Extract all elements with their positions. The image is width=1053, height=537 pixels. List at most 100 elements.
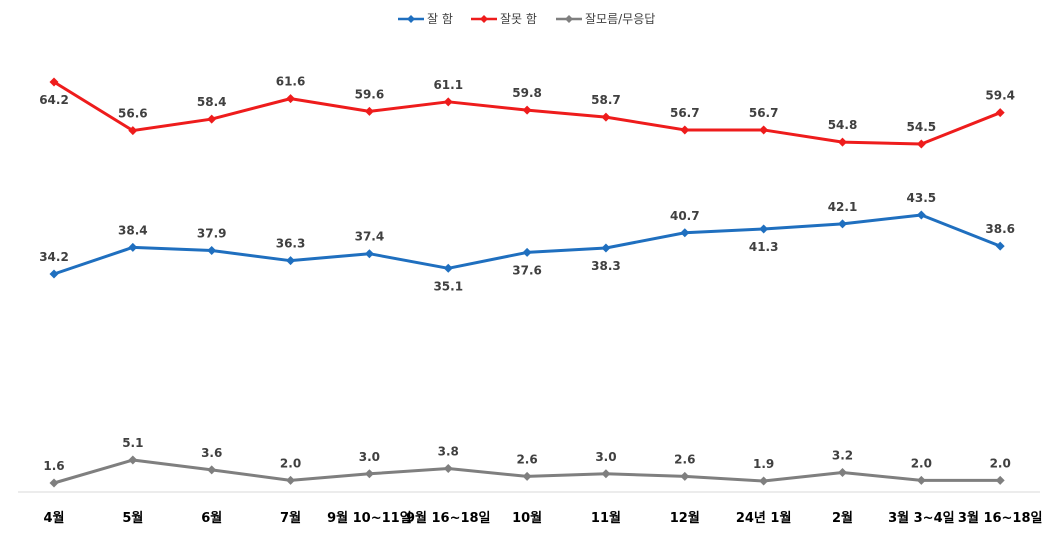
data-label: 3.0 (359, 450, 380, 464)
data-point-marker (443, 97, 453, 107)
data-label: 64.2 (39, 93, 69, 107)
data-label: 3.2 (832, 448, 853, 462)
data-point-marker (286, 256, 296, 266)
data-label: 1.9 (753, 457, 774, 471)
legend-diamond-marker (565, 15, 573, 23)
data-point-marker (286, 475, 296, 485)
legend-diamond-marker (407, 15, 415, 23)
data-point-marker (443, 263, 453, 273)
data-label: 5.1 (122, 436, 143, 450)
data-label: 3.0 (595, 450, 616, 464)
data-point-marker (522, 471, 532, 481)
data-label: 42.1 (828, 200, 858, 214)
legend-diamond-marker (480, 15, 488, 23)
data-label: 35.1 (433, 279, 463, 293)
data-point-marker (364, 249, 374, 259)
data-label: 59.4 (985, 89, 1015, 103)
data-point-marker (443, 464, 453, 474)
data-label: 58.4 (197, 95, 227, 109)
data-point-marker (838, 219, 847, 229)
legend-label: 잘못 함 (500, 12, 537, 26)
data-point-marker (207, 114, 217, 124)
data-point-marker (49, 269, 59, 279)
data-point-marker (916, 210, 926, 220)
data-label: 41.3 (749, 240, 779, 254)
data-point-marker (995, 241, 1005, 251)
data-label: 2.6 (516, 452, 537, 466)
data-point-marker (128, 126, 138, 136)
data-label: 2.0 (990, 456, 1011, 470)
data-point-marker (995, 475, 1005, 485)
data-point-marker (364, 469, 374, 479)
data-label: 59.6 (355, 87, 385, 101)
x-tick-label: 24년 1월 (736, 510, 792, 526)
data-label: 54.8 (828, 118, 858, 132)
data-label: 58.7 (591, 93, 621, 107)
data-label: 38.4 (118, 223, 148, 237)
data-point-marker (680, 228, 690, 238)
data-point-marker (207, 246, 217, 256)
chart-legend: 잘 함 잘못 함 잘모름/무응답 (398, 12, 655, 26)
data-label: 38.3 (591, 259, 621, 273)
data-point-marker (522, 105, 532, 115)
data-point-marker (601, 112, 611, 122)
x-tick-label: 2월 (832, 510, 853, 526)
data-point-marker (680, 471, 690, 481)
data-point-marker (364, 106, 374, 116)
data-point-marker (759, 125, 769, 135)
data-point-marker (522, 247, 532, 257)
x-tick-label: 3월 16~18일 (958, 510, 1043, 526)
data-point-marker (680, 125, 690, 135)
legend-item: 잘모름/무응답 (556, 12, 655, 26)
x-tick-label: 9월 16~18일 (406, 510, 491, 526)
data-point-marker (916, 139, 926, 149)
data-label: 37.4 (355, 230, 385, 244)
legend-item: 잘못 함 (471, 12, 537, 26)
data-point-marker (128, 455, 138, 465)
x-tick-label: 9월 10~11일 (327, 510, 412, 526)
data-point-marker (207, 465, 217, 475)
x-tick-label: 10월 (512, 510, 542, 526)
data-label: 59.8 (512, 86, 542, 100)
x-tick-label: 4월 (43, 510, 64, 526)
data-labels-layer: 34.2 38.4 37.9 36.3 37.4 35.1 37.6 38.3 40.7 41.3… (39, 75, 1015, 473)
data-label: 36.3 (276, 237, 306, 251)
legend-item: 잘 함 (398, 12, 453, 26)
data-point-marker (49, 478, 59, 488)
data-point-marker (49, 77, 59, 87)
data-point-marker (601, 243, 611, 253)
data-label: 61.1 (433, 78, 463, 92)
data-point-marker (286, 94, 296, 104)
data-point-marker (838, 137, 847, 147)
x-tick-label: 3월 3~4일 (888, 510, 954, 526)
data-label: 37.9 (197, 227, 227, 241)
x-tick-label: 5월 (122, 510, 143, 526)
data-label: 34.2 (39, 250, 69, 264)
data-label: 61.6 (276, 75, 306, 89)
x-tick-label: 11월 (591, 510, 621, 526)
data-label: 56.7 (749, 106, 779, 120)
data-point-marker (759, 476, 769, 486)
data-label: 1.6 (43, 459, 64, 473)
data-label: 37.6 (512, 263, 542, 277)
data-point-marker (995, 108, 1005, 118)
x-tick-label: 12월 (670, 510, 700, 526)
data-label: 54.5 (907, 120, 937, 134)
data-point-marker (916, 475, 926, 485)
data-label: 3.8 (438, 445, 459, 459)
data-label: 40.7 (670, 209, 700, 223)
legend-label: 잘 함 (427, 12, 453, 26)
data-point-marker (128, 242, 138, 252)
legend-label: 잘모름/무응답 (585, 12, 655, 26)
data-label: 2.6 (674, 452, 695, 466)
data-point-marker (601, 469, 611, 479)
data-label: 43.5 (907, 191, 937, 205)
data-label: 2.0 (911, 456, 932, 470)
series-layer (49, 77, 1005, 488)
x-tick-label: 6월 (201, 510, 222, 526)
data-label: 3.6 (201, 446, 222, 460)
data-label: 38.6 (985, 222, 1015, 236)
x-tick-label: 7월 (280, 510, 301, 526)
